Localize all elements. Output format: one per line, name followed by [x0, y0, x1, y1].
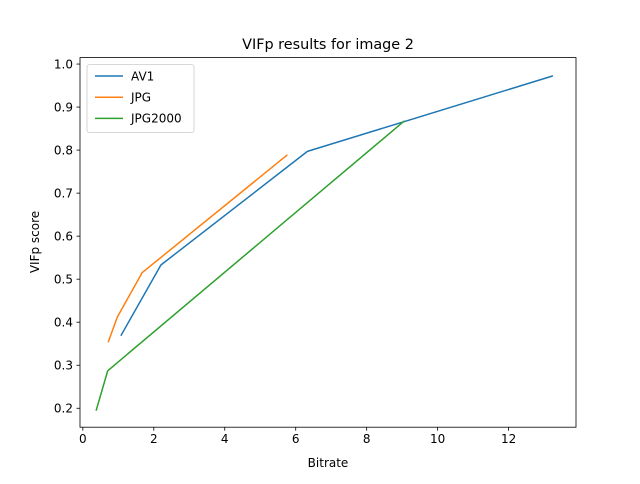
axis-ticks: 0 2 4 6 8 10 12 0.2 0.3 0.4 0.5 0.6 0.7 0.8 0.9 1.0 [54, 57, 516, 446]
y-axis-label: VIFp score [28, 211, 42, 273]
x-tick-label: 8 [363, 432, 371, 446]
x-tick-label: 6 [292, 432, 300, 446]
y-tick-label: 0.2 [54, 402, 73, 416]
x-tick-label: 10 [430, 432, 445, 446]
x-tick-label: 12 [501, 432, 516, 446]
y-tick-label: 0.6 [54, 229, 73, 243]
x-tick-label: 2 [150, 432, 158, 446]
y-tick-label: 0.7 [54, 186, 73, 200]
x-axis-label: Bitrate [308, 456, 349, 470]
legend-label: AV1 [131, 69, 154, 83]
y-tick-label: 0.9 [54, 100, 73, 114]
plot-area-frame [79, 57, 577, 428]
x-tick-label: 4 [221, 432, 229, 446]
y-tick-label: 0.4 [54, 316, 73, 330]
series-line-av1 [120, 75, 554, 337]
y-tick-label: 1.0 [54, 57, 73, 71]
x-tick-label: 0 [79, 432, 87, 446]
legend-label: JPG [130, 91, 151, 105]
series-line-jpg [107, 154, 288, 343]
legend-frame [86, 64, 195, 133]
y-tick-label: 0.3 [54, 359, 73, 373]
chart-title: VIFp results for image 2 [242, 37, 414, 53]
legend: AV1 JPG JPG2000 [86, 64, 195, 133]
legend-label: JPG2000 [130, 112, 182, 126]
series-line-jpg2000 [95, 120, 405, 411]
series-lines [95, 75, 554, 411]
y-tick-label: 0.8 [54, 143, 73, 157]
y-tick-label: 0.5 [54, 272, 73, 286]
